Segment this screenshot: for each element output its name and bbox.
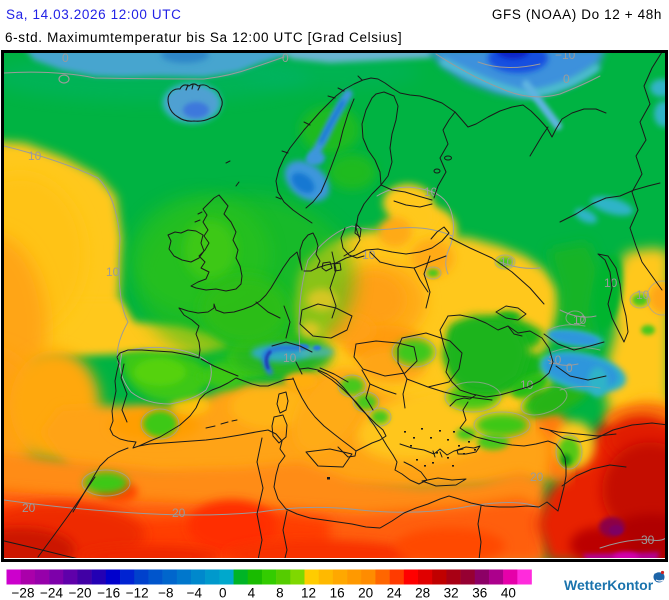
svg-text:−10: −10: [555, 48, 576, 62]
svg-text:10: 10: [573, 313, 587, 327]
svg-text:24: 24: [387, 586, 403, 600]
svg-text:−24: −24: [40, 586, 63, 600]
svg-text:20: 20: [22, 501, 36, 515]
svg-text:0: 0: [566, 361, 573, 375]
svg-text:36: 36: [472, 586, 487, 600]
svg-text:0: 0: [563, 72, 570, 86]
svg-text:−28: −28: [12, 586, 35, 600]
svg-text:−20: −20: [69, 586, 92, 600]
svg-text:16: 16: [330, 586, 345, 600]
svg-text:32: 32: [444, 586, 459, 600]
svg-text:−16: −16: [97, 586, 120, 600]
svg-text:20: 20: [172, 506, 186, 520]
svg-text:12: 12: [301, 586, 316, 600]
svg-text:8: 8: [276, 586, 284, 600]
svg-text:4: 4: [248, 586, 256, 600]
svg-text:20: 20: [358, 586, 373, 600]
svg-text:30: 30: [641, 533, 655, 547]
svg-text:10: 10: [604, 276, 618, 290]
svg-text:−8: −8: [158, 586, 173, 600]
svg-text:10: 10: [106, 265, 120, 279]
svg-text:0: 0: [219, 586, 227, 600]
svg-text:0: 0: [62, 51, 69, 65]
svg-text:10: 10: [636, 288, 650, 302]
svg-text:0: 0: [282, 51, 289, 65]
svg-text:−4: −4: [187, 586, 203, 600]
svg-text:20: 20: [530, 470, 544, 484]
svg-text:−12: −12: [126, 586, 149, 600]
svg-text:10: 10: [362, 248, 376, 262]
svg-text:10: 10: [548, 353, 562, 367]
svg-text:10: 10: [283, 351, 297, 365]
svg-text:28: 28: [415, 586, 430, 600]
svg-text:10: 10: [28, 149, 42, 163]
svg-text:WetterKontor: WetterKontor: [564, 577, 654, 593]
svg-text:10: 10: [424, 185, 438, 199]
svg-text:40: 40: [501, 586, 516, 600]
